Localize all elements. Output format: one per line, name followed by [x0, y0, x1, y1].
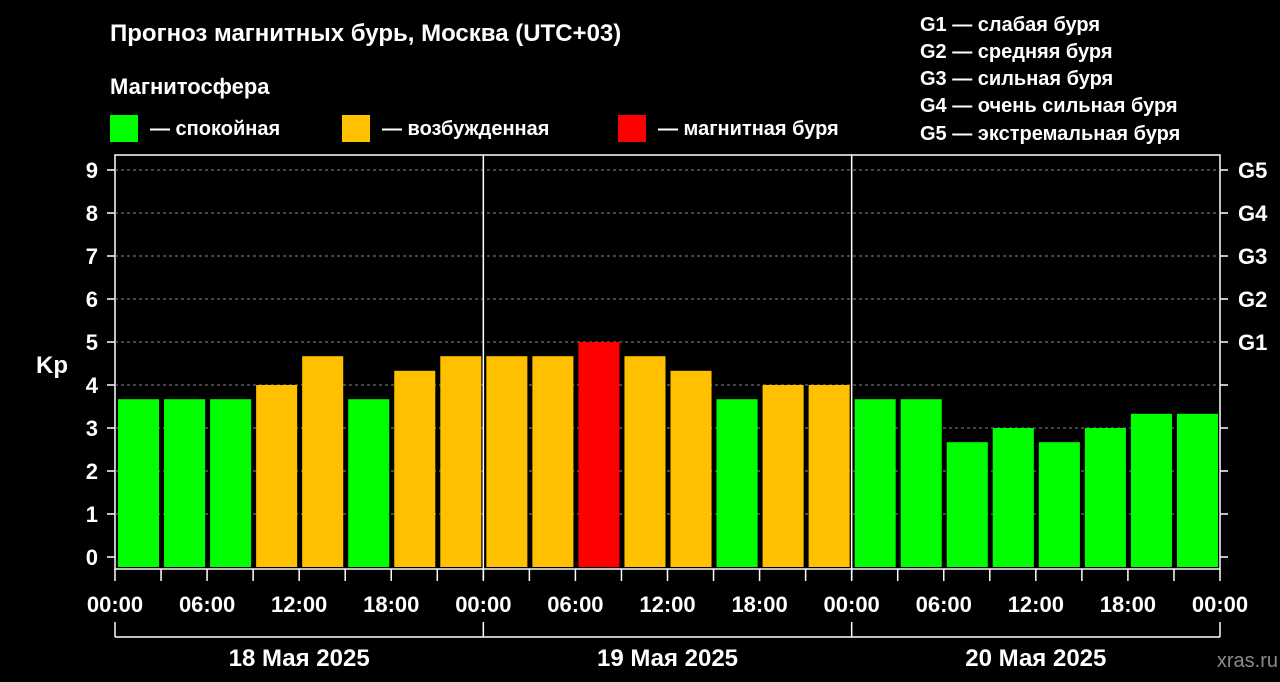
bars [118, 342, 1218, 567]
x-tick-label: 06:00 [547, 592, 603, 617]
kp-bar [164, 399, 206, 567]
g-tick-label: G4 [1238, 201, 1268, 226]
x-tick-label: 18:00 [731, 592, 787, 617]
kp-bar [1084, 428, 1126, 567]
legend-label-quiet: — спокойная [150, 118, 280, 140]
y-axis: 0 1 2 3 4 5 6 7 8 9 [86, 158, 115, 570]
kp-bar [1130, 413, 1172, 567]
legend-swatch-quiet [110, 115, 138, 142]
g-axis: G1 G2 G3 G4 G5 [1220, 158, 1268, 558]
y-axis-label: Kp [36, 352, 68, 379]
g-tick-label: G2 [1238, 287, 1267, 312]
y-tick-label: 4 [86, 373, 99, 398]
y-tick-label: 6 [86, 287, 98, 312]
y-tick-label: 0 [86, 545, 98, 570]
x-tick-label: 12:00 [1008, 592, 1064, 617]
kp-bar [256, 385, 298, 567]
legend-label-storm: — магнитная буря [658, 118, 839, 140]
g-scale-item-g3: G3 — сильная буря [920, 68, 1113, 90]
kp-bar [532, 356, 574, 567]
x-tick-label: 18:00 [1100, 592, 1156, 617]
day-label: 18 Мая 2025 [229, 645, 370, 672]
g-scale-item-g5: G5 — экстремальная буря [920, 123, 1180, 145]
kp-bar [854, 399, 896, 567]
watermark: xras.ru [1217, 650, 1278, 672]
y-tick-label: 7 [86, 244, 98, 269]
y-tick-label: 5 [86, 330, 98, 355]
legend: — спокойная — возбужденная — магнитная б… [110, 115, 839, 142]
kp-bar [1038, 442, 1080, 567]
g-scale-item-g1: G1 — слабая буря [920, 14, 1100, 36]
grid [115, 155, 1220, 580]
kp-bar [118, 399, 160, 567]
kp-bar [716, 399, 758, 567]
y-tick-label: 1 [86, 502, 98, 527]
legend-swatch-active [342, 115, 370, 142]
x-tick-label: 18:00 [363, 592, 419, 617]
kp-bar [624, 356, 666, 567]
x-tick-label: 00:00 [1192, 592, 1248, 617]
y-tick-label: 9 [86, 158, 98, 183]
kp-bar [900, 399, 942, 567]
g-scale-item-g2: G2 — средняя буря [920, 41, 1113, 63]
kp-bar [992, 428, 1034, 567]
legend-label-active: — возбужденная [382, 118, 549, 140]
x-tick-label: 06:00 [179, 592, 235, 617]
x-tick-label: 12:00 [639, 592, 695, 617]
y-tick-label: 8 [86, 201, 98, 226]
x-axis: 00:00 06:00 12:00 18:00 00:00 06:00 12:00 18:00… [87, 569, 1248, 617]
kp-bar [348, 399, 390, 567]
legend-swatch-storm [618, 115, 646, 142]
g-tick-label: G5 [1238, 158, 1267, 183]
y-tick-label: 3 [86, 416, 98, 441]
x-tick-label: 06:00 [916, 592, 972, 617]
kp-bar [302, 356, 344, 567]
day-label: 20 Мая 2025 [965, 645, 1106, 672]
legend-title: Магнитосфера [110, 74, 270, 99]
g-scale-legend: G1 — слабая буря G2 — средняя буря G3 — … [920, 14, 1180, 145]
chart-title: Прогноз магнитных бурь, Москва (UTC+03) [110, 20, 621, 47]
g-tick-label: G3 [1238, 244, 1267, 269]
x-tick-label: 00:00 [87, 592, 143, 617]
day-axis: 18 Мая 2025 19 Мая 2025 20 Мая 2025 [114, 622, 1221, 672]
kp-bar [1176, 413, 1218, 567]
x-tick-label: 12:00 [271, 592, 327, 617]
kp-bar [946, 442, 988, 567]
x-tick-label: 00:00 [455, 592, 511, 617]
y-tick-label: 2 [86, 459, 98, 484]
kp-bar [762, 385, 804, 567]
day-label: 19 Мая 2025 [597, 645, 738, 672]
kp-bar [394, 370, 436, 567]
g-scale-item-g4: G4 — очень сильная буря [920, 95, 1178, 117]
kp-bar [440, 356, 482, 567]
g-tick-label: G1 [1238, 330, 1267, 355]
x-tick-label: 00:00 [824, 592, 880, 617]
kp-bar [670, 370, 712, 567]
kp-bar [486, 356, 528, 567]
kp-bar [210, 399, 252, 567]
kp-bar [578, 342, 620, 567]
kp-bar [808, 385, 850, 567]
